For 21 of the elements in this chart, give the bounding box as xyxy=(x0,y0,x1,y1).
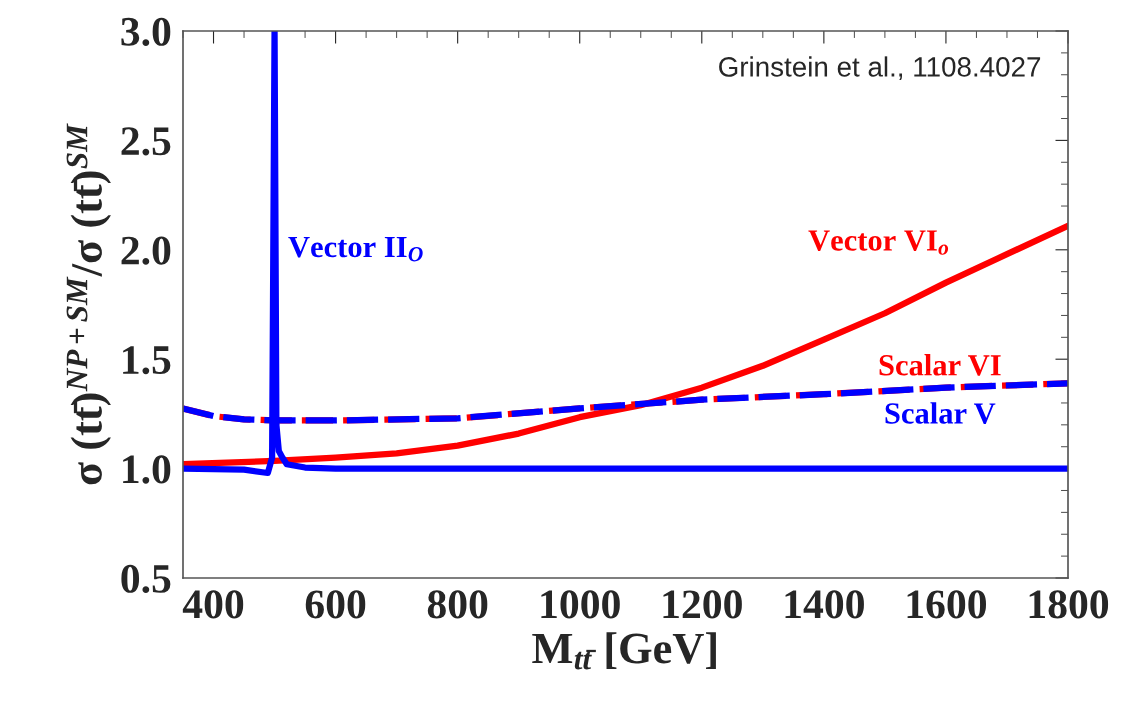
y-tick-label: 2.5 xyxy=(121,127,171,156)
y-tick-label: 2.0 xyxy=(121,236,171,265)
x-tick-label: 1000 xyxy=(541,590,620,619)
x-axis-title: M$_{tt̄}$ [GeV] xyxy=(532,632,716,670)
series-label: Vector VI$_{o}$ xyxy=(808,230,949,255)
series-label: Scalar V xyxy=(885,402,996,424)
x-tick-label: 1200 xyxy=(663,590,742,619)
y-tick-label: 0.5 xyxy=(121,564,171,594)
x-tick-label: 1800 xyxy=(1029,590,1109,619)
x-tick-label: 1600 xyxy=(907,590,987,619)
annotation: Grinstein et al., 1108.4027 xyxy=(719,56,1041,81)
x-tick-label: 600 xyxy=(305,590,366,619)
series-label: Scalar VI xyxy=(879,354,1001,376)
series-label: Vector II$_{O}$ xyxy=(288,236,423,262)
x-tick-label: 1400 xyxy=(785,590,864,619)
y-axis-title: σ (tt̄)$^{NP+SM}$/σ (tt̄)$^{SM}$ xyxy=(66,123,111,485)
x-tick-label: 400 xyxy=(182,590,244,619)
y-tick-label: 1.0 xyxy=(123,455,171,484)
y-tick-label: 1.5 xyxy=(123,346,171,375)
x-tick-label: 800 xyxy=(427,590,488,619)
y-tick-label: 3.0 xyxy=(121,17,171,47)
